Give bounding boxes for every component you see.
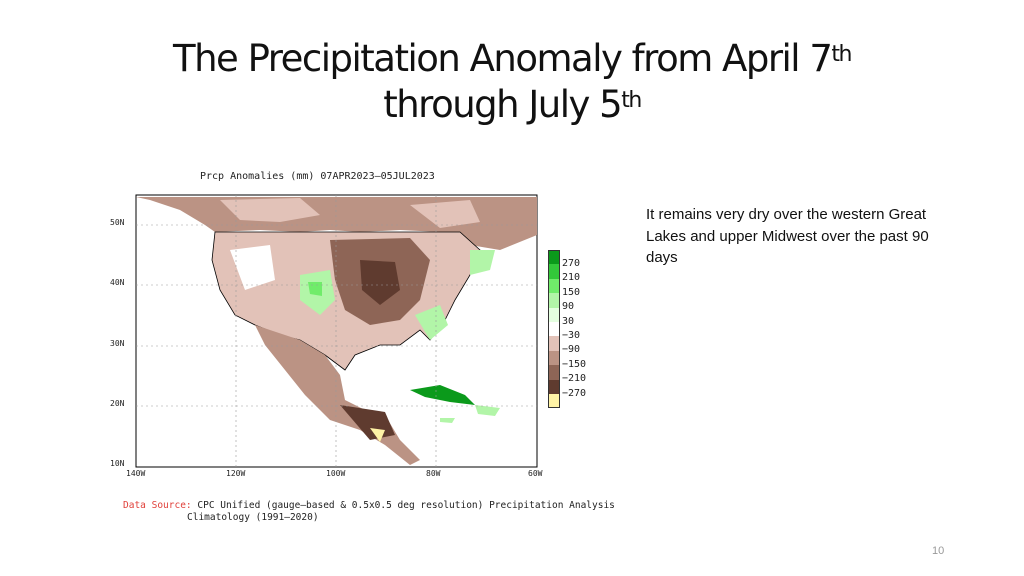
- legend-label: −150: [562, 358, 587, 370]
- lon-label: 100W: [326, 469, 346, 478]
- very-dry-core: [360, 260, 400, 305]
- wet-plains-core: [308, 282, 322, 296]
- hispaniola: [475, 405, 500, 416]
- legend-swatch: [548, 365, 560, 380]
- slide-note: It remains very dry over the western Gre…: [646, 206, 929, 266]
- title-line-1: The Precipitation Anomaly from April 7: [173, 37, 833, 80]
- near-normal-west: [230, 245, 275, 290]
- lat-label: 50N: [110, 218, 125, 227]
- legend-swatch: [548, 336, 560, 351]
- legend-swatch: [548, 350, 560, 366]
- legend-swatch: [548, 322, 560, 337]
- legend-swatch: [548, 394, 560, 409]
- legend-label: −30: [562, 330, 581, 341]
- title-sup-2: th: [621, 88, 642, 113]
- legend-swatch: [548, 250, 560, 265]
- title-sup-1: th: [831, 42, 852, 67]
- legend-label: 90: [562, 301, 575, 313]
- canada-patch: [410, 200, 480, 228]
- data-source-label: Data Source:: [123, 500, 192, 511]
- lon-label: 120W: [226, 469, 246, 478]
- data-source-line1: CPC Unified (gauge—based & 0.5x0.5 deg r…: [197, 500, 615, 511]
- lon-label: 60W: [528, 469, 543, 478]
- lat-label: 10N: [110, 459, 125, 468]
- map-title: Prcp Anomalies (mm) 07APR2023–05JUL2023: [200, 171, 435, 182]
- lat-label: 20N: [110, 399, 125, 408]
- canada-patch: [220, 198, 320, 222]
- extreme-dry-patch: [370, 428, 385, 442]
- page-number: 10: [932, 545, 945, 557]
- lon-label: 140W: [126, 469, 146, 478]
- wet-southeast: [415, 305, 448, 340]
- legend-label: −90: [562, 344, 581, 356]
- slide-title: The Precipitation Anomaly from April 7th…: [0, 36, 1024, 128]
- lon-label: 80W: [426, 469, 441, 478]
- lat-label: 40N: [110, 278, 125, 287]
- precip-anomaly-map: [135, 194, 538, 468]
- legend-label: 210: [562, 272, 581, 284]
- title-line-2: through July 5: [383, 83, 622, 126]
- legend-label: −210: [562, 373, 587, 385]
- legend-swatch: [548, 278, 560, 294]
- legend-label: 30: [562, 315, 575, 327]
- data-source: Data Source: CPC Unified (gauge—based & …: [123, 500, 615, 524]
- lat-label: 30N: [110, 339, 125, 348]
- legend-swatch: [548, 307, 560, 322]
- cuba-wet: [410, 385, 475, 405]
- legend-swatch: [548, 379, 560, 394]
- legend-swatch: [548, 264, 560, 279]
- legend-swatch: [548, 293, 560, 308]
- legend-label: 150: [562, 286, 581, 298]
- jamaica: [440, 418, 455, 423]
- wet-northeast: [470, 250, 495, 275]
- legend-label: −270: [562, 387, 587, 399]
- legend-label: 270: [562, 258, 581, 269]
- data-source-line2: Climatology (1991—2020): [187, 512, 319, 523]
